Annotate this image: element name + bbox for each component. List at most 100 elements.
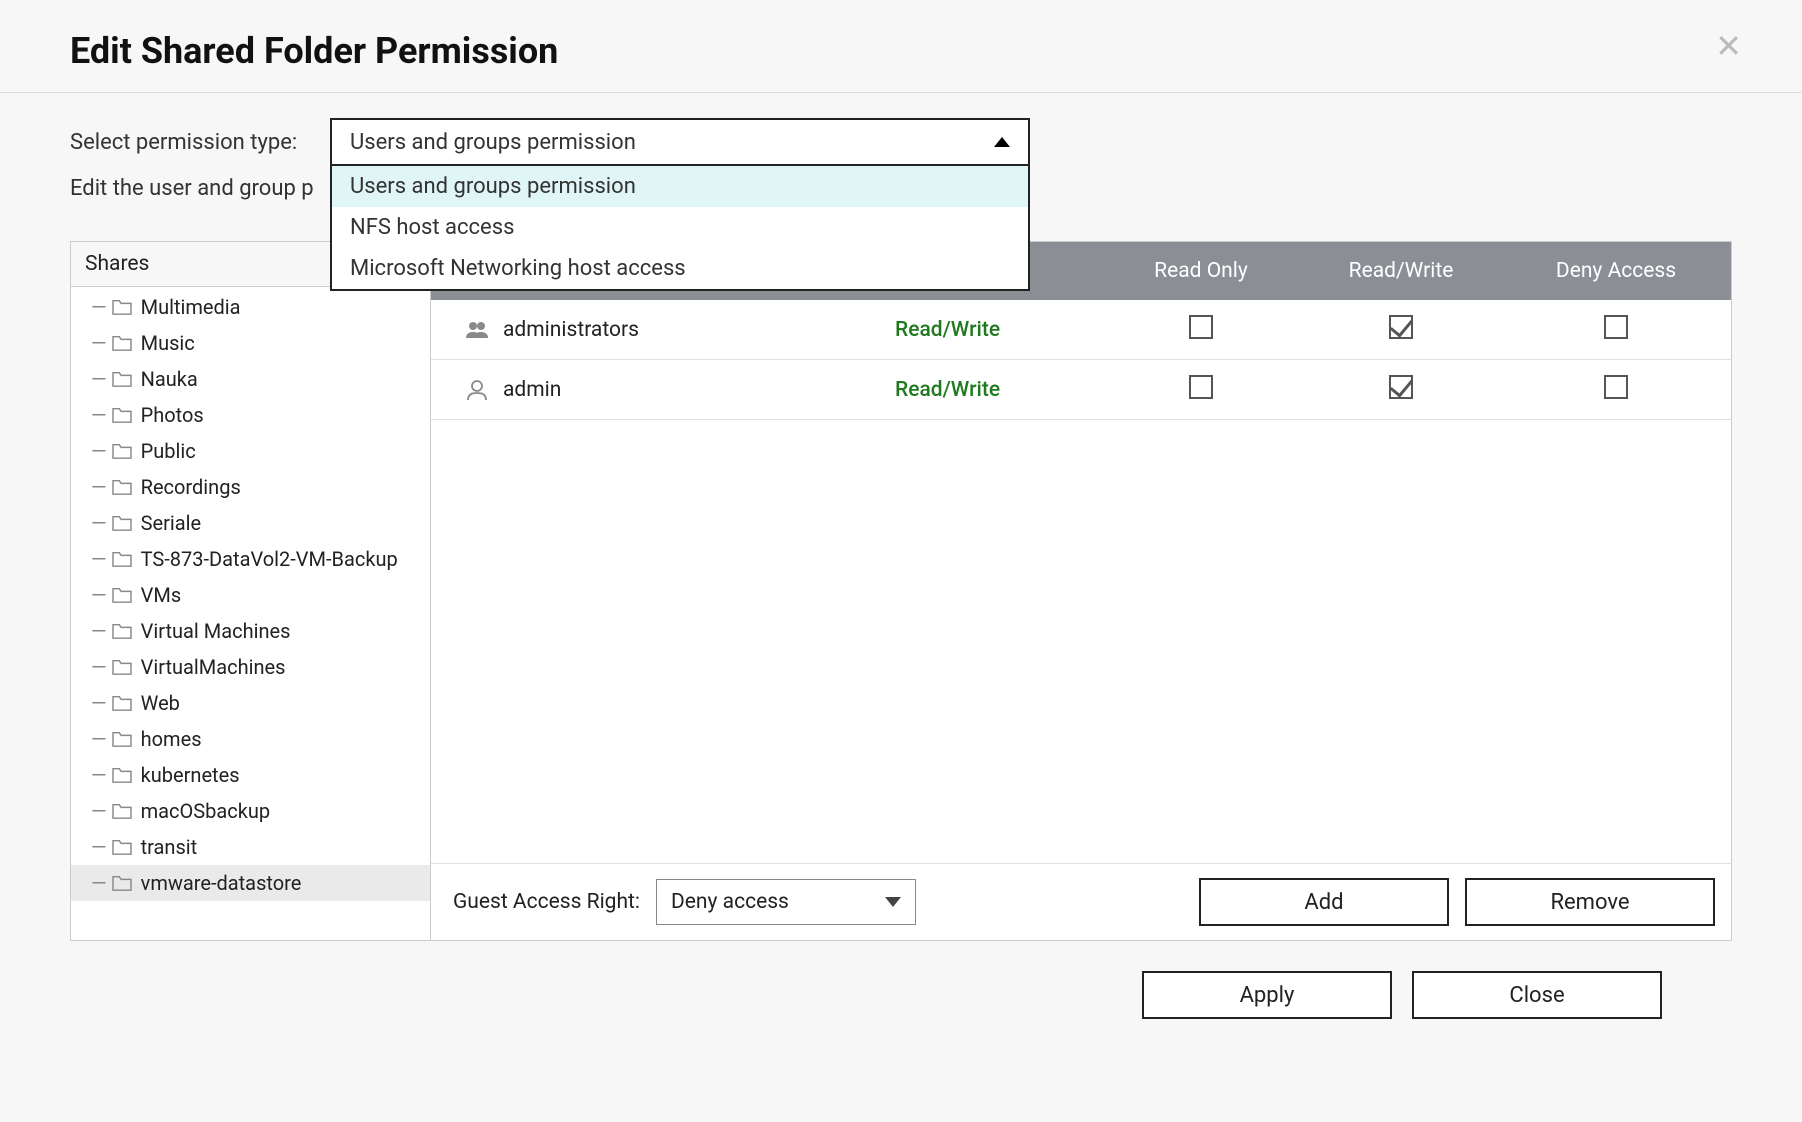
permission-row: administratorsRead/Write [431,300,1731,360]
preview-value: Read/Write [895,378,1000,402]
permissions-table-body: administratorsRead/Write admin Read/Write [431,300,1731,863]
share-folder-label: Virtual Machines [141,619,291,643]
guest-access-value: Deny access [671,890,789,914]
col-header-deny-access: Deny Access [1501,259,1731,283]
share-folder-label: TS-873-DataVol2-VM-Backup [141,547,398,571]
folder-icon [111,442,133,460]
tree-dash: — [91,439,107,463]
folder-icon [111,622,133,640]
group-icon [465,320,489,340]
share-folder-item[interactable]: — transit [71,829,430,865]
tree-dash: — [91,583,107,607]
folder-icon [111,478,133,496]
share-folder-label: Seriale [141,511,201,535]
folder-icon [111,406,133,424]
folder-icon [111,730,133,748]
read-write-checkbox[interactable] [1389,315,1413,339]
share-folder-item[interactable]: — Music [71,325,430,361]
share-folder-item[interactable]: — Multimedia [71,289,430,325]
permission-type-select[interactable]: Users and groups permission [330,118,1030,166]
permission-type-dropdown: Users and groups permissionNFS host acce… [330,166,1030,291]
dialog-title: Edit Shared Folder Permission [70,30,558,72]
dialog-header: Edit Shared Folder Permission ✕ [0,0,1802,93]
dialog-footer: Apply Close [70,941,1732,1019]
read-only-checkbox[interactable] [1189,375,1213,399]
permissions-column: Permissions Preview Read Only Read/Write… [431,242,1731,940]
tree-dash: — [91,691,107,715]
folder-icon [111,586,133,604]
edit-permission-dialog: Edit Shared Folder Permission ✕ Select p… [0,0,1802,1122]
bottom-toolbar: Guest Access Right: Deny access Add Remo… [431,863,1731,940]
folder-icon [111,334,133,352]
dialog-body: Select permission type: Users and groups… [0,93,1802,1019]
share-folder-label: Public [141,439,196,463]
dropdown-option[interactable]: Users and groups permission [332,166,1028,207]
apply-button[interactable]: Apply [1142,971,1392,1019]
share-folder-item[interactable]: — Nauka [71,361,430,397]
share-folder-item[interactable]: — homes [71,721,430,757]
permission-type-select-wrap: Users and groups permission Users and gr… [330,118,1030,166]
share-folder-item[interactable]: —Virtual Machines [71,613,430,649]
permission-type-value: Users and groups permission [350,130,636,155]
tree-dash: — [91,403,107,427]
permission-type-label: Select permission type: [70,130,330,155]
folder-icon [111,802,133,820]
share-folder-label: macOSbackup [141,799,271,823]
share-folder-label: Multimedia [141,295,241,319]
folder-icon [111,658,133,676]
share-folder-label: homes [141,727,202,751]
permission-type-row: Select permission type: Users and groups… [70,118,1732,166]
tree-dash: — [91,835,107,859]
tree-dash: — [91,655,107,679]
share-folder-label: Nauka [141,367,198,391]
share-folder-item[interactable]: —vmware-datastore [71,865,430,901]
share-folder-label: VMs [141,583,182,607]
shares-tree[interactable]: — Multimedia — Music — Nauka — Photos — Public —Re… [71,287,430,940]
guest-access-select[interactable]: Deny access [656,879,916,925]
share-folder-item[interactable]: — Seriale [71,505,430,541]
chevron-down-icon [885,897,901,907]
deny-access-checkbox[interactable] [1604,315,1628,339]
share-folder-label: Photos [141,403,204,427]
tree-dash: — [91,871,107,895]
main-panel: Shares —Multimedia—Music—Nauka—Photos—Pu… [70,241,1732,941]
folder-icon [111,370,133,388]
share-folder-item[interactable]: —kubernetes [71,757,430,793]
tree-dash: — [91,295,107,319]
tree-dash: — [91,331,107,355]
folder-icon [111,766,133,784]
add-button[interactable]: Add [1199,878,1449,926]
close-icon[interactable]: ✕ [1715,30,1742,62]
share-folder-item[interactable]: — VMs [71,577,430,613]
user-icon [465,380,489,400]
read-write-checkbox[interactable] [1389,375,1413,399]
share-folder-label: Music [141,331,195,355]
folder-icon [111,694,133,712]
share-folder-label: transit [141,835,198,859]
deny-access-checkbox[interactable] [1604,375,1628,399]
folder-icon [111,874,133,892]
tree-dash: — [91,511,107,535]
share-folder-item[interactable]: —Recordings [71,469,430,505]
share-folder-label: Web [141,691,180,715]
share-folder-item[interactable]: — Photos [71,397,430,433]
close-button[interactable]: Close [1412,971,1662,1019]
dropdown-option[interactable]: Microsoft Networking host access [332,248,1028,289]
share-folder-item[interactable]: — TS-873-DataVol2-VM-Backup [71,541,430,577]
remove-button[interactable]: Remove [1465,878,1715,926]
tree-dash: — [91,799,107,823]
tree-dash: — [91,367,107,391]
tree-dash: — [91,475,107,499]
share-folder-item[interactable]: —VirtualMachines [71,649,430,685]
share-folder-item[interactable]: — Web [71,685,430,721]
share-folder-item[interactable]: — Public [71,433,430,469]
share-folder-label: kubernetes [141,763,240,787]
dropdown-option[interactable]: NFS host access [332,207,1028,248]
col-header-read-only: Read Only [1101,259,1301,283]
share-folder-item[interactable]: — macOSbackup [71,793,430,829]
principal-name: admin [503,378,561,402]
read-only-checkbox[interactable] [1189,315,1213,339]
tree-dash: — [91,727,107,751]
tree-dash: — [91,547,107,571]
chevron-up-icon [994,137,1010,147]
